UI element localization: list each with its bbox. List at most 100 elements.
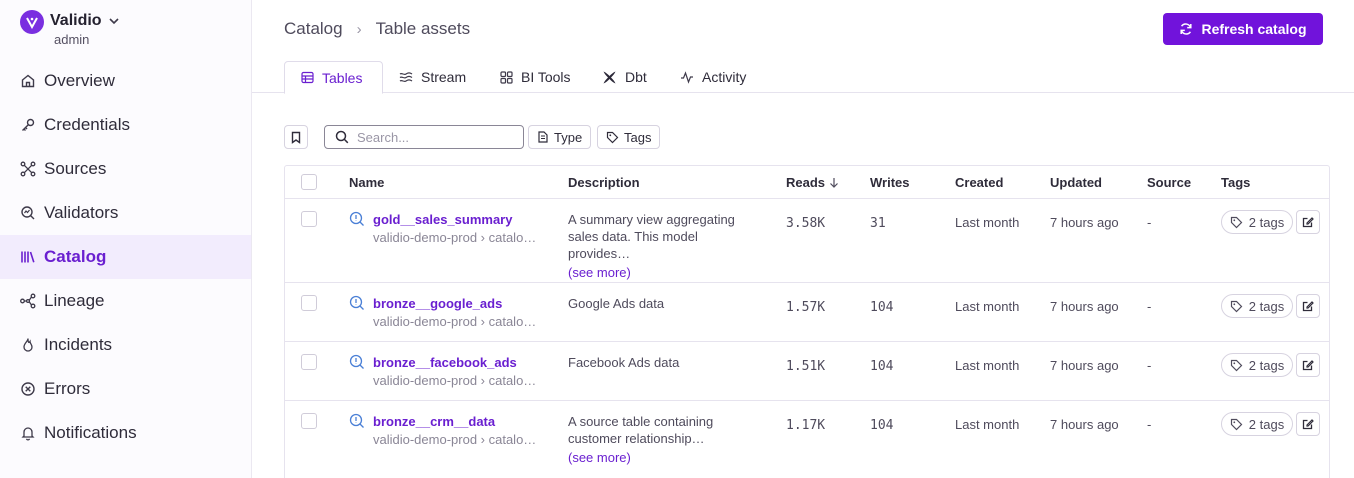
edit-tags-button[interactable] bbox=[1296, 210, 1320, 234]
sidebar-item-credentials[interactable]: Credentials bbox=[0, 103, 251, 147]
tag-icon bbox=[1230, 216, 1243, 228]
sidebar-item-label: Credentials bbox=[44, 115, 130, 134]
type-filter-button[interactable]: Type bbox=[528, 125, 592, 149]
table-icon bbox=[301, 71, 314, 84]
row-checkbox[interactable] bbox=[301, 211, 317, 227]
tags-filter-label: Tags bbox=[624, 129, 652, 145]
asset-name-link[interactable]: bronze__google_ads bbox=[373, 296, 503, 311]
tab-label: Stream bbox=[421, 69, 467, 85]
breadcrumb: Catalog › Table assets bbox=[284, 19, 470, 39]
sidebar-item-notifications[interactable]: Notifications bbox=[0, 411, 251, 455]
edit-icon bbox=[1302, 217, 1314, 228]
sidebar-item-overview[interactable]: Overview bbox=[0, 59, 251, 103]
writes-value: 104 bbox=[870, 300, 894, 315]
tags-pill[interactable]: 2 tags bbox=[1221, 353, 1293, 377]
sidebar-item-validators[interactable]: Validators bbox=[0, 191, 251, 235]
table-row[interactable]: bronze__facebook_ads validio-demo-prod ›… bbox=[285, 342, 1329, 401]
edit-tags-button[interactable] bbox=[1296, 294, 1320, 318]
tab-label: Dbt bbox=[625, 69, 647, 85]
asset-name-link[interactable]: bronze__facebook_ads bbox=[373, 355, 517, 370]
search-input[interactable] bbox=[357, 129, 507, 145]
column-header-name[interactable]: Name bbox=[349, 175, 385, 190]
select-all-checkbox[interactable] bbox=[301, 174, 317, 190]
validio-logo-icon bbox=[20, 10, 44, 34]
column-header-created[interactable]: Created bbox=[955, 175, 1004, 190]
sidebar-item-incidents[interactable]: Incidents bbox=[0, 323, 251, 367]
tags-filter-button[interactable]: Tags bbox=[597, 125, 661, 149]
table-row[interactable]: gold__sales_summary validio-demo-prod › … bbox=[285, 199, 1329, 283]
home-icon bbox=[20, 73, 36, 89]
asset-path: validio-demo-prod › catalo… bbox=[373, 432, 537, 447]
table-asset-icon bbox=[349, 354, 364, 369]
sources-icon bbox=[20, 161, 36, 177]
tab-tables[interactable]: Tables bbox=[284, 61, 383, 94]
refresh-icon bbox=[1180, 23, 1193, 35]
tab-label: Activity bbox=[702, 69, 747, 85]
tags-pill[interactable]: 2 tags bbox=[1221, 294, 1293, 318]
column-header-writes[interactable]: Writes bbox=[870, 175, 910, 190]
created-value: Last month bbox=[955, 215, 1020, 230]
row-checkbox[interactable] bbox=[301, 413, 317, 429]
refresh-catalog-label: Refresh catalog bbox=[1201, 21, 1307, 37]
asset-description: Google Ads data bbox=[568, 296, 665, 311]
asset-path: validio-demo-prod › catalo… bbox=[373, 314, 537, 329]
table-row[interactable]: bronze__google_ads validio-demo-prod › c… bbox=[285, 283, 1329, 342]
see-more-link[interactable]: (see more) bbox=[568, 450, 631, 465]
column-header-reads[interactable]: Reads bbox=[786, 175, 839, 190]
row-checkbox[interactable] bbox=[301, 295, 317, 311]
key-icon bbox=[20, 117, 36, 133]
tab-dbt[interactable]: Dbt bbox=[586, 61, 663, 93]
table-row[interactable]: bronze__crm__data validio-demo-prod › ca… bbox=[285, 401, 1329, 478]
edit-tags-button[interactable] bbox=[1296, 412, 1320, 436]
row-checkbox[interactable] bbox=[301, 354, 317, 370]
edit-tags-button[interactable] bbox=[1296, 353, 1320, 377]
tab-bi-tools[interactable]: BI Tools bbox=[484, 61, 587, 93]
asset-path: validio-demo-prod › catalo… bbox=[373, 230, 537, 245]
tab-label: BI Tools bbox=[521, 69, 571, 85]
catalog-icon bbox=[20, 249, 36, 265]
tags-pill[interactable]: 2 tags bbox=[1221, 210, 1293, 234]
tags-count: 2 tags bbox=[1248, 298, 1285, 314]
sidebar-item-label: Incidents bbox=[44, 335, 113, 354]
type-icon bbox=[538, 131, 548, 143]
assets-table: Name Description Reads Writes Created Up… bbox=[284, 165, 1330, 478]
asset-name-link[interactable]: bronze__crm__data bbox=[373, 414, 496, 429]
column-header-updated[interactable]: Updated bbox=[1050, 175, 1102, 190]
tag-icon bbox=[1230, 359, 1243, 371]
tags-count: 2 tags bbox=[1248, 357, 1285, 373]
error-icon bbox=[20, 381, 36, 397]
created-value: Last month bbox=[955, 358, 1020, 373]
tag-icon bbox=[1230, 418, 1243, 430]
chevron-right-icon: › bbox=[356, 20, 362, 38]
search-field[interactable] bbox=[324, 125, 524, 149]
breadcrumb-catalog[interactable]: Catalog bbox=[284, 19, 343, 38]
asset-name-link[interactable]: gold__sales_summary bbox=[373, 212, 513, 227]
column-header-description: Description bbox=[568, 175, 640, 190]
sidebar-item-label: Notifications bbox=[44, 423, 137, 442]
sidebar-item-label: Validators bbox=[44, 203, 119, 222]
tags-pill[interactable]: 2 tags bbox=[1221, 412, 1293, 436]
tab-label: Tables bbox=[322, 69, 363, 86]
bell-icon bbox=[20, 425, 36, 441]
saved-views-button[interactable] bbox=[284, 125, 308, 149]
reads-value: 1.17K bbox=[786, 418, 826, 433]
dbt-icon bbox=[603, 71, 616, 83]
updated-value: 7 hours ago bbox=[1050, 358, 1119, 373]
workspace-switcher[interactable]: Validio admin bbox=[20, 10, 120, 47]
edit-icon bbox=[1302, 419, 1314, 430]
tags-count: 2 tags bbox=[1248, 214, 1285, 230]
sidebar-item-sources[interactable]: Sources bbox=[0, 147, 251, 191]
search-icon bbox=[335, 130, 349, 144]
table-header: Name Description Reads Writes Created Up… bbox=[285, 166, 1329, 199]
refresh-catalog-button[interactable]: Refresh catalog bbox=[1163, 13, 1323, 45]
bookmark-icon bbox=[291, 131, 301, 144]
writes-value: 104 bbox=[870, 418, 894, 433]
tab-activity[interactable]: Activity bbox=[664, 61, 762, 93]
see-more-link[interactable]: (see more) bbox=[568, 265, 631, 280]
sidebar-item-errors[interactable]: Errors bbox=[0, 367, 251, 411]
sidebar-item-lineage[interactable]: Lineage bbox=[0, 279, 251, 323]
tab-bar: Tables Stream BI Tools Dbt Activity bbox=[252, 61, 1354, 94]
user-role: admin bbox=[54, 32, 90, 47]
sidebar-item-catalog[interactable]: Catalog bbox=[0, 235, 251, 279]
tab-stream[interactable]: Stream bbox=[383, 61, 482, 93]
